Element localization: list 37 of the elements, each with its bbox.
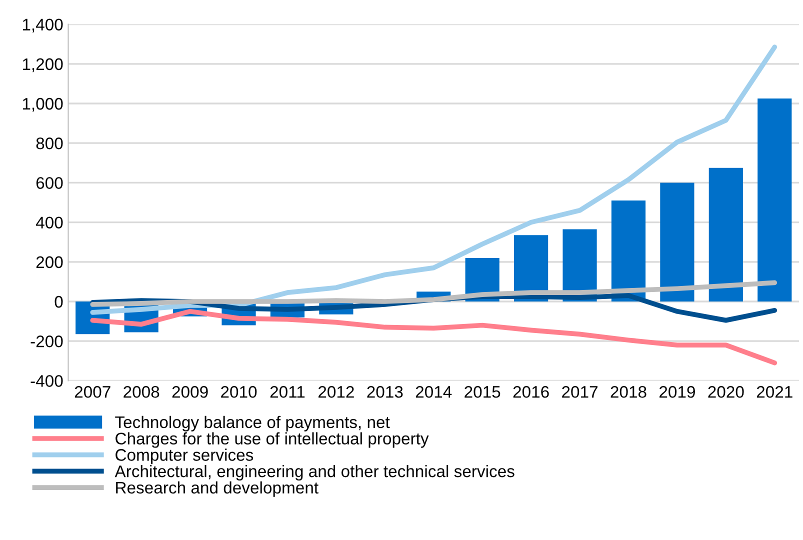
x-tick-label: 2014 [416, 386, 452, 398]
y-tick-label: 1,000 [22, 98, 63, 112]
y-tick-label: 800 [36, 138, 63, 150]
y-tick-label: 0 [54, 296, 63, 308]
line-series [90, 280, 778, 307]
x-tick-label: 2019 [660, 386, 695, 398]
bar [758, 98, 792, 302]
x-tick-label: 2017 [562, 386, 598, 398]
x-tick-label: 2013 [367, 386, 403, 398]
x-tick-label: 2020 [708, 386, 744, 398]
legend-label: Research and development [116, 481, 318, 497]
bar [660, 182, 694, 302]
y-tick-label: -200 [30, 336, 63, 348]
y-tick-label: 200 [36, 256, 63, 268]
y-tick-label: 1,400 [22, 18, 63, 32]
x-tick-label: 2016 [513, 386, 549, 398]
y-tick-label: 400 [36, 216, 63, 229]
legend-label: Computer services [116, 448, 254, 464]
x-tick-label: 2009 [172, 386, 208, 398]
line-series [90, 308, 778, 366]
x-tick-label: 2012 [318, 386, 354, 398]
x-tick-label: 2007 [74, 386, 110, 398]
x-tick-label: 2008 [124, 386, 160, 398]
legend-label: Charges for the use of intellectual property [116, 432, 429, 448]
x-tick-label: 2010 [221, 386, 257, 398]
x-tick-label: 2018 [610, 386, 646, 398]
y-tick-label: 1,200 [22, 58, 63, 72]
y-tick-label: -400 [30, 375, 63, 387]
legend-label: Architectural, engineering and other technical services [114, 464, 514, 481]
x-tick-label: 2015 [464, 386, 500, 398]
bar [611, 200, 646, 302]
y-tick-label: 600 [36, 177, 63, 189]
x-tick-label: 2011 [270, 386, 305, 398]
bar [708, 168, 743, 302]
x-tick-label: 2021 [756, 386, 792, 398]
legend-label: Technology balance of payments, net [115, 416, 390, 432]
line-series [90, 44, 778, 315]
